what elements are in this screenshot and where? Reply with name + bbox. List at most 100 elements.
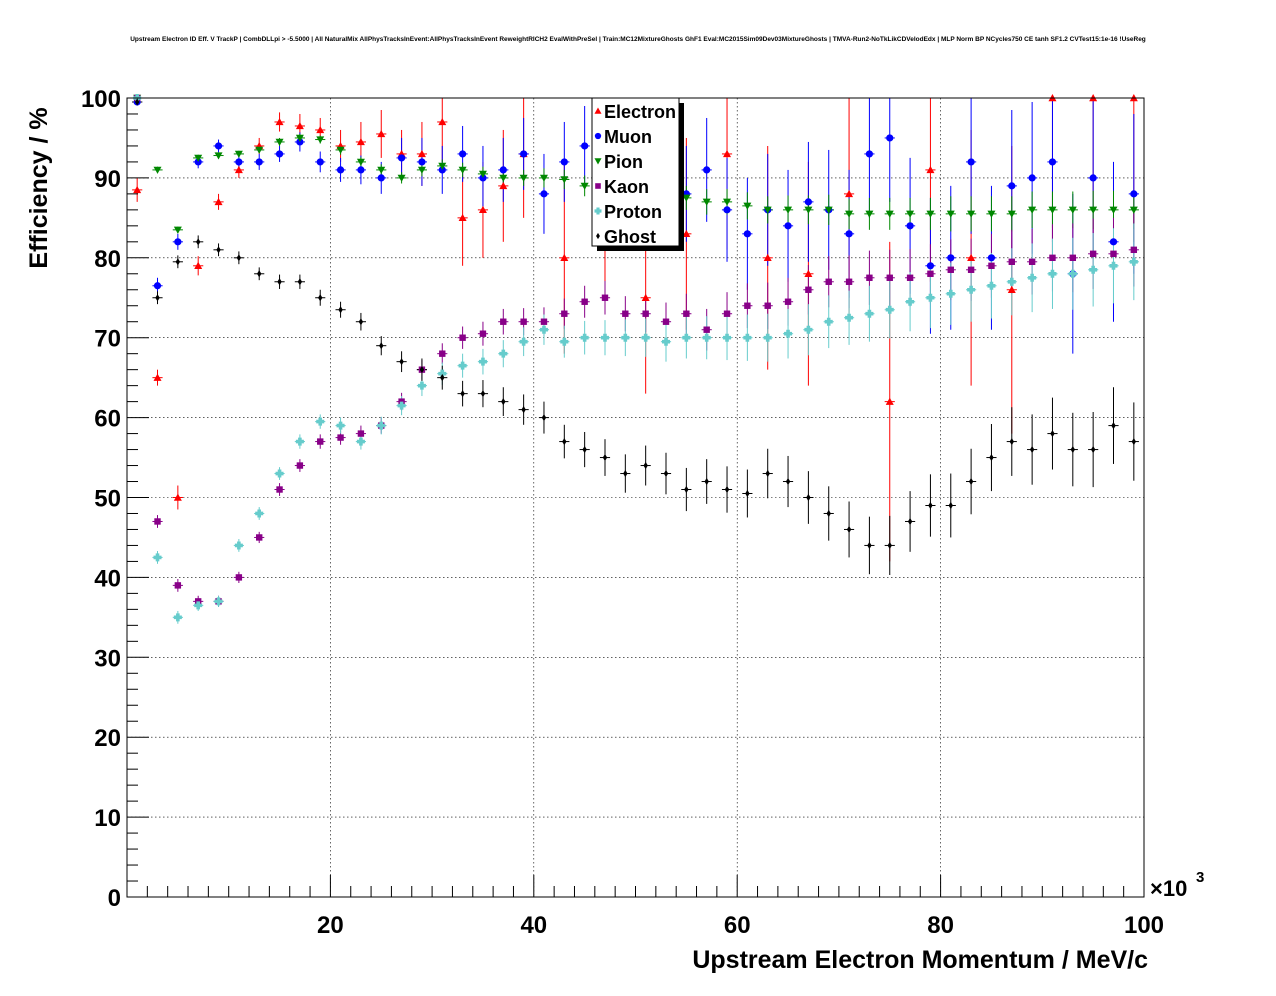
- ghost-point: [419, 366, 425, 374]
- ghost-point: [745, 489, 750, 498]
- kaon-point: [744, 302, 751, 309]
- proton-point: [214, 597, 223, 606]
- proton-point: [885, 305, 894, 314]
- muon-point: [703, 166, 711, 174]
- legend-electron-marker: [594, 107, 602, 114]
- kaon-point: [276, 486, 283, 493]
- kaon-point: [317, 438, 324, 445]
- muon-point: [214, 142, 223, 150]
- proton-point: [967, 285, 976, 294]
- kaon-point: [1069, 254, 1077, 261]
- muon-point: [520, 150, 528, 158]
- muon-point: [540, 190, 548, 198]
- electron-point: [763, 253, 772, 261]
- legend-kaon-label: Kaon: [604, 177, 649, 197]
- proton-point: [682, 333, 691, 342]
- proton-point: [234, 541, 243, 550]
- pion-point: [234, 150, 243, 158]
- muon-point: [377, 174, 385, 182]
- y-tick-label: 20: [94, 725, 121, 752]
- kaon-point: [967, 266, 975, 273]
- proton-point: [519, 337, 528, 346]
- legend-muon-label: Muon: [604, 127, 652, 147]
- kaon-point: [988, 262, 995, 269]
- proton-point: [1109, 261, 1118, 270]
- muon-point: [804, 198, 812, 206]
- pion-point: [336, 146, 345, 154]
- proton-point: [173, 613, 182, 622]
- kaon-point: [540, 318, 548, 325]
- electron-point: [967, 253, 976, 261]
- ghost-point: [155, 294, 160, 302]
- muon-point: [1089, 174, 1097, 182]
- legend-muon-marker: [594, 132, 602, 140]
- pion-point: [519, 174, 528, 182]
- muon-point: [784, 222, 792, 230]
- y-tick-label: 80: [94, 246, 121, 273]
- pion-point: [885, 210, 894, 218]
- ghost-point: [480, 390, 486, 398]
- ghost-point: [297, 278, 303, 286]
- kaon-point: [845, 278, 853, 285]
- kaon-point: [1110, 250, 1117, 258]
- ghost-point: [1029, 445, 1035, 454]
- ghost-point: [541, 414, 547, 422]
- ghost-point: [765, 469, 770, 478]
- pion-point: [1089, 206, 1098, 214]
- x-axis-label: Upstream Electron Momentum / MeV/c: [692, 946, 1148, 974]
- muon-point: [499, 166, 507, 174]
- pion-point: [153, 166, 162, 174]
- ghost-point: [440, 374, 445, 382]
- pion-point: [1007, 210, 1016, 218]
- pion-point: [438, 162, 447, 170]
- x-exponent-label: ×10: [1150, 876, 1187, 901]
- pion-point: [987, 210, 996, 218]
- kaon-point: [683, 310, 690, 317]
- electron-point: [478, 205, 487, 214]
- chart-title: Upstream Electron ID Eff. V TrackP | Com…: [130, 36, 1146, 43]
- electron-point: [499, 181, 508, 190]
- proton-point: [1048, 269, 1057, 278]
- ghost-point: [643, 461, 648, 470]
- ghost-point: [460, 390, 465, 398]
- proton-point: [1007, 277, 1016, 286]
- proton-point: [1089, 265, 1098, 274]
- kaon-point: [927, 270, 934, 277]
- ghost-point: [358, 318, 364, 326]
- ghost-point: [257, 270, 262, 278]
- kaon-point: [174, 582, 182, 589]
- pion-point: [356, 158, 365, 166]
- legend-box: [591, 97, 680, 247]
- legend-ghost-label: Ghost: [604, 227, 656, 247]
- x-exponent-power: 3: [1196, 869, 1204, 886]
- proton-point: [397, 401, 406, 410]
- muon-point: [1048, 158, 1057, 166]
- kaon-point: [154, 518, 161, 525]
- kaon-point: [642, 310, 649, 317]
- kaon-point: [805, 286, 812, 293]
- proton-point: [255, 509, 264, 518]
- muon-point: [1008, 182, 1016, 190]
- muon-point: [418, 158, 426, 166]
- ghost-point: [846, 525, 852, 534]
- kaon-point: [1130, 246, 1138, 254]
- muon-point: [723, 206, 731, 214]
- pion-point: [824, 206, 833, 214]
- electron-point: [377, 129, 386, 138]
- pion-point: [417, 166, 426, 174]
- kaon-point: [947, 266, 954, 273]
- kaon-point: [357, 430, 365, 437]
- ghost-point: [1131, 437, 1137, 446]
- muon-point: [743, 230, 751, 238]
- muon-point: [987, 254, 996, 262]
- ghost-point: [1090, 445, 1096, 454]
- ghost-point: [663, 469, 669, 478]
- muon-point: [275, 150, 284, 158]
- proton-point: [275, 469, 284, 478]
- ghost-point: [948, 501, 953, 510]
- muon-point: [886, 134, 894, 142]
- y-tick-label: 60: [94, 406, 121, 433]
- electron-point: [560, 253, 569, 261]
- y-tick-label: 40: [94, 565, 121, 592]
- ghost-point: [582, 445, 587, 454]
